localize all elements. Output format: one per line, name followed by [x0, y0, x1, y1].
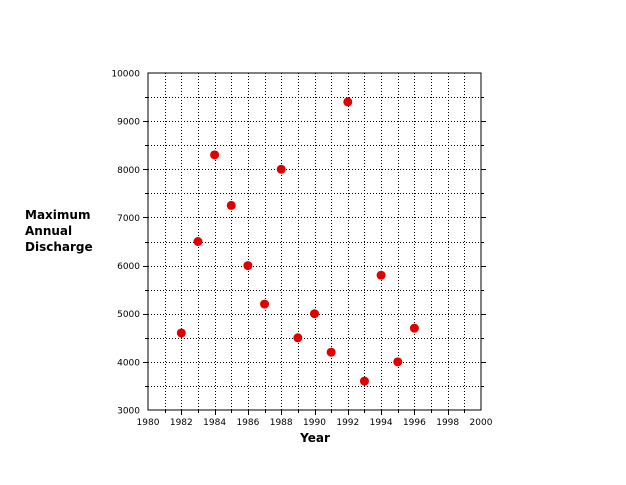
x-tick-label: 1996: [403, 418, 426, 428]
x-tick-label: 1992: [336, 418, 359, 428]
data-point: [210, 150, 220, 160]
data-point: [409, 323, 419, 333]
x-tick-label: 1980: [137, 418, 160, 428]
y-axis-label-line-3: Discharge: [25, 240, 93, 254]
x-tick-label: 1984: [203, 418, 226, 428]
data-point: [326, 347, 336, 357]
x-axis-label: Year: [299, 431, 330, 445]
y-tick-label: 3000: [117, 407, 140, 417]
x-tick-label: 1994: [370, 418, 393, 428]
x-tick-label: 1986: [236, 418, 259, 428]
data-point: [176, 328, 186, 338]
x-tick-label: 1982: [170, 418, 193, 428]
data-point: [193, 237, 203, 246]
data-point: [293, 333, 303, 343]
ticks: [143, 97, 486, 415]
data-point: [359, 376, 369, 386]
y-tick-label: 7000: [117, 214, 140, 224]
x-tick-label: 2000: [470, 418, 493, 428]
y-axis-label: Maximum Annual Discharge: [25, 207, 93, 255]
y-axis-label-line-2: Annual: [25, 224, 73, 238]
x-tick-label: 1988: [270, 418, 293, 428]
data-point: [310, 309, 319, 319]
y-tick-label: 6000: [117, 262, 140, 272]
y-tick-label: 9000: [117, 118, 140, 128]
data-point: [276, 164, 286, 174]
y-tick-labels: 3000 4000 5000 6000 7000 8000 9000 10000: [111, 70, 140, 417]
x-tick-label: 1990: [303, 418, 326, 428]
data-point: [343, 97, 353, 107]
plot-frame: [147, 72, 482, 411]
y-tick-label: 8000: [117, 166, 140, 176]
data-point: [393, 357, 403, 367]
y-axis-label-line-1: Maximum: [25, 208, 91, 222]
data-points: [176, 97, 419, 386]
y-tick-label: 5000: [117, 310, 140, 320]
y-tick-label: 10000: [111, 70, 140, 80]
data-point: [260, 299, 270, 309]
data-point: [243, 261, 253, 271]
data-point: [226, 200, 236, 210]
y-tick-label: 4000: [117, 358, 140, 368]
x-tick-label: 1998: [436, 418, 459, 428]
x-tick-labels: 1980 1982 1984 1986 1988 1990 1992 1994 1996 1998…: [137, 418, 493, 428]
grid: [148, 73, 481, 410]
data-point: [376, 270, 386, 280]
